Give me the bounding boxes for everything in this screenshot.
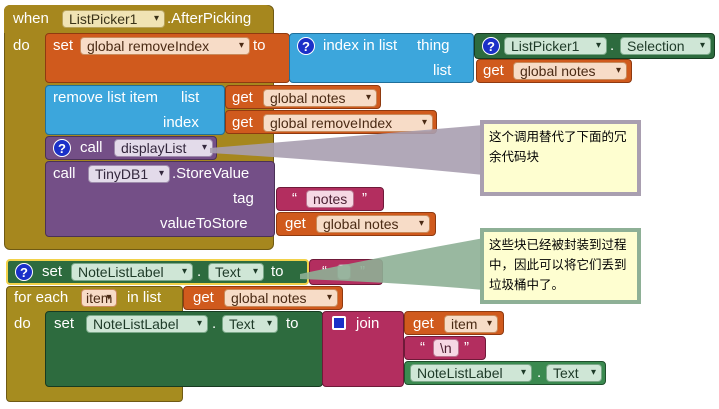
to-label: to: [286, 315, 299, 332]
text-property-dropdown[interactable]: Text: [208, 263, 264, 281]
newline-text-value[interactable]: \n: [433, 339, 459, 357]
set-label: set: [53, 37, 74, 54]
tag-label: tag: [233, 190, 254, 207]
help-icon[interactable]: ?: [53, 139, 71, 157]
dot-label: .: [212, 315, 217, 332]
comment-bubble-2[interactable]: 这些块已经被封装到过程中，因此可以将它们丢到垃圾桶中了。: [480, 228, 641, 304]
text-property-dropdown[interactable]: Text: [222, 315, 278, 333]
procedure-dropdown[interactable]: displayList: [114, 139, 213, 157]
comment-text-2: 这些块已经被封装到过程中，因此可以将它们丢到垃圾桶中了。: [489, 238, 627, 292]
quote-open: “: [322, 263, 327, 280]
comment-bubble-1[interactable]: 这个调用替代了下面的冗余代码块: [480, 120, 641, 196]
get-label: get: [285, 215, 306, 232]
quote-open: “: [292, 190, 297, 207]
help-icon[interactable]: ?: [482, 37, 500, 55]
index-in-list-label: index in list: [323, 37, 398, 54]
join-label: join: [356, 315, 380, 332]
call-label: call: [80, 139, 103, 156]
to-label: to: [271, 263, 284, 280]
remove-index-label: index: [163, 114, 199, 131]
notelistlabel-dropdown[interactable]: NoteListLabel: [410, 364, 532, 382]
call-label: call: [53, 165, 76, 182]
for-do-label: do: [14, 315, 31, 332]
selection-dot: .: [610, 37, 615, 54]
set-var-dropdown[interactable]: global removeIndex: [80, 37, 250, 55]
get-var-dropdown[interactable]: global notes: [224, 289, 338, 307]
thing-label: thing: [417, 37, 450, 54]
selection-component-dropdown[interactable]: ListPicker1: [504, 37, 607, 55]
event-component-dropdown[interactable]: ListPicker1: [62, 10, 165, 28]
quote-close: ”: [464, 339, 469, 356]
for-each-label: for each: [14, 289, 69, 306]
set-label: set: [54, 315, 75, 332]
get-label: get: [232, 89, 253, 106]
help-icon[interactable]: ?: [297, 37, 315, 55]
in-list-label: in list: [127, 289, 162, 306]
storevalue-method-label: .StoreValue: [172, 165, 250, 182]
event-name-label: .AfterPicking: [167, 10, 252, 27]
quote-open: “: [420, 339, 425, 356]
remove-list-label: list: [181, 89, 200, 106]
get-var-dropdown[interactable]: global notes: [316, 215, 430, 233]
selection-property-dropdown[interactable]: Selection: [620, 37, 711, 55]
get-var-dropdown[interactable]: global notes: [513, 62, 627, 80]
index-in-list-block[interactable]: [289, 33, 474, 83]
set-to-label: to: [253, 37, 266, 54]
event-do-label: do: [13, 37, 30, 54]
get-label: get: [232, 114, 253, 131]
value-to-store-label: valueToStore: [160, 215, 248, 232]
empty-text-value[interactable]: [337, 264, 351, 280]
text-value[interactable]: notes: [306, 190, 355, 208]
dot-label: .: [537, 364, 542, 381]
remove-list-item-label: remove list item: [53, 89, 159, 106]
remove-list-item-block[interactable]: [45, 85, 225, 135]
quote-close: ”: [360, 263, 365, 280]
mutator-icon[interactable]: [332, 316, 346, 330]
list-label: list: [433, 62, 452, 79]
get-label: get: [413, 315, 434, 332]
get-var-dropdown[interactable]: global notes: [263, 89, 377, 107]
notelistlabel-dropdown[interactable]: NoteListLabel: [86, 315, 208, 333]
text-property-dropdown[interactable]: Text: [546, 364, 602, 382]
set-label: set: [42, 263, 63, 280]
get-item-dropdown[interactable]: item: [444, 315, 498, 333]
tinydb-component-dropdown[interactable]: TinyDB1: [88, 165, 170, 183]
get-label: get: [483, 62, 504, 79]
get-var-dropdown[interactable]: global removeIndex: [263, 114, 433, 132]
dot-label: .: [197, 263, 202, 280]
quote-close: ”: [362, 190, 367, 207]
comment-text-1: 这个调用替代了下面的冗余代码块: [489, 130, 627, 164]
get-label: get: [193, 289, 214, 306]
help-icon[interactable]: ?: [15, 263, 33, 281]
item-var-name[interactable]: item: [81, 289, 118, 307]
notelistlabel-dropdown[interactable]: NoteListLabel: [71, 263, 193, 281]
event-when-label: when: [13, 10, 49, 27]
